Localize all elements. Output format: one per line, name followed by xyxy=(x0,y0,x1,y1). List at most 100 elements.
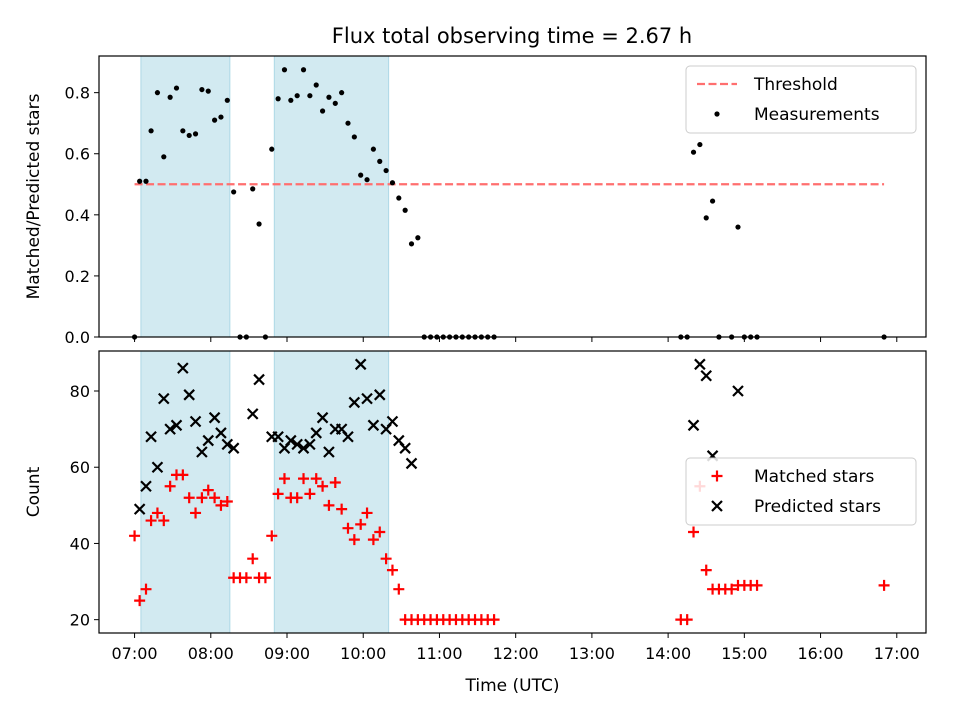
x-tick-label: 12:00 xyxy=(493,644,539,663)
measurement-point xyxy=(364,177,370,183)
measurement-point xyxy=(377,158,383,164)
measurement-point xyxy=(250,186,256,192)
legend-predicted-label: Predicted stars xyxy=(754,497,881,517)
matched-star-point xyxy=(266,530,278,542)
x-tick-label: 17:00 xyxy=(874,644,920,663)
measurement-point xyxy=(199,86,205,93)
measurement-point xyxy=(192,131,199,137)
predicted-star-point xyxy=(170,419,183,432)
matched-star-point xyxy=(259,572,271,584)
matched-star-point xyxy=(310,473,322,485)
measurement-point xyxy=(269,146,275,152)
plot-frame xyxy=(98,350,927,634)
matched-star-point xyxy=(140,583,152,595)
y-axis-label: Count xyxy=(24,466,44,517)
matched-star-point xyxy=(177,469,189,481)
y-axis-label: Matched/Predicted stars xyxy=(24,93,44,299)
matched-star-point xyxy=(164,480,176,492)
observing-window-shade xyxy=(273,350,390,634)
x-tick-label: 11:00 xyxy=(416,644,462,663)
matched-star-point xyxy=(681,614,693,626)
legend-matched-swatch xyxy=(711,470,723,482)
matched-star-point xyxy=(380,553,392,565)
observing-window-shade xyxy=(273,55,390,338)
measurement-point xyxy=(351,134,357,140)
matched-star-point xyxy=(247,553,259,565)
matched-star-point xyxy=(202,484,214,496)
measurement-point xyxy=(709,198,716,204)
measurement-point xyxy=(370,146,376,152)
legend: Matched stars Predicted stars xyxy=(685,457,917,526)
predicted-star-point xyxy=(140,480,152,493)
measurement-point xyxy=(415,235,421,241)
measurement-point xyxy=(383,167,389,174)
predicted-star-point xyxy=(189,415,202,428)
measurement-point xyxy=(154,90,161,96)
predicted-star-point xyxy=(399,442,411,454)
y-tick-label: 0.0 xyxy=(65,328,90,347)
predicted-star-point xyxy=(158,392,170,405)
measurement-point xyxy=(300,67,307,73)
matched-star-point xyxy=(240,572,252,584)
measurement-point xyxy=(137,178,143,184)
predicted-star-point xyxy=(202,434,215,447)
predicted-star-point xyxy=(177,362,189,374)
y-tick-label: 0.8 xyxy=(65,84,90,103)
measurement-point xyxy=(690,149,697,155)
predicted-star-point xyxy=(342,430,354,443)
x-tick-label: 15:00 xyxy=(721,644,767,663)
matched-star-point xyxy=(145,515,157,527)
matched-star-point xyxy=(196,492,208,504)
measurement-point xyxy=(389,180,396,186)
measurement-point xyxy=(313,82,319,88)
measurement-point xyxy=(231,189,237,195)
predicted-star-point xyxy=(227,442,240,454)
y-tick-label: 20 xyxy=(70,611,90,630)
matched-star-point xyxy=(386,564,398,576)
measurement-point xyxy=(161,154,167,160)
legend-measurements-swatch xyxy=(714,111,720,117)
matched-star-point xyxy=(158,515,170,527)
predicted-star-point xyxy=(183,389,195,401)
predicted-star-point xyxy=(208,411,221,424)
matched-star-point xyxy=(209,492,221,504)
predicted-star-point xyxy=(323,446,335,458)
x-tick-label: 13:00 xyxy=(569,644,615,663)
measurement-point xyxy=(218,114,224,120)
matched-star-point xyxy=(488,614,500,626)
matched-star-point xyxy=(726,583,738,595)
y-tick-label: 0.6 xyxy=(65,145,90,164)
matched-star-point xyxy=(374,526,386,538)
matched-star-point xyxy=(272,488,284,500)
predicted-star-point xyxy=(133,503,146,515)
measurement-point xyxy=(275,96,281,102)
measurement-point xyxy=(173,85,180,91)
predicted-star-point xyxy=(221,438,234,451)
predicted-star-point xyxy=(215,427,227,439)
matched-star-point xyxy=(215,499,227,511)
measurement-point xyxy=(212,117,218,123)
measurement-point xyxy=(402,207,408,213)
bottom-panel: 20 40 60 80 07:00 08:00 09:00 10:00 11:00 12:00 13… xyxy=(24,350,927,696)
measurement-point xyxy=(180,128,186,134)
predicted-star-point xyxy=(164,423,176,435)
predicted-star-point xyxy=(145,430,157,443)
predicted-star-point xyxy=(348,396,361,409)
predicted-star-point xyxy=(304,438,316,451)
measurement-point xyxy=(224,97,230,103)
measurement-point xyxy=(186,132,192,139)
matched-star-point xyxy=(190,507,202,519)
predicted-star-point xyxy=(297,442,310,454)
matched-star-point xyxy=(304,488,316,500)
predicted-star-point xyxy=(694,358,706,371)
measurement-point xyxy=(697,141,703,148)
matched-star-point xyxy=(278,473,290,485)
predicted-star-point xyxy=(361,392,373,405)
legend-matched-label: Matched stars xyxy=(754,467,874,487)
x-tick-label: 14:00 xyxy=(645,644,691,663)
y-tick-label: 60 xyxy=(70,458,90,477)
legend-measurements-label: Measurements xyxy=(754,105,880,125)
x-tick-label: 16:00 xyxy=(798,644,844,663)
matched-star-point xyxy=(183,492,195,504)
